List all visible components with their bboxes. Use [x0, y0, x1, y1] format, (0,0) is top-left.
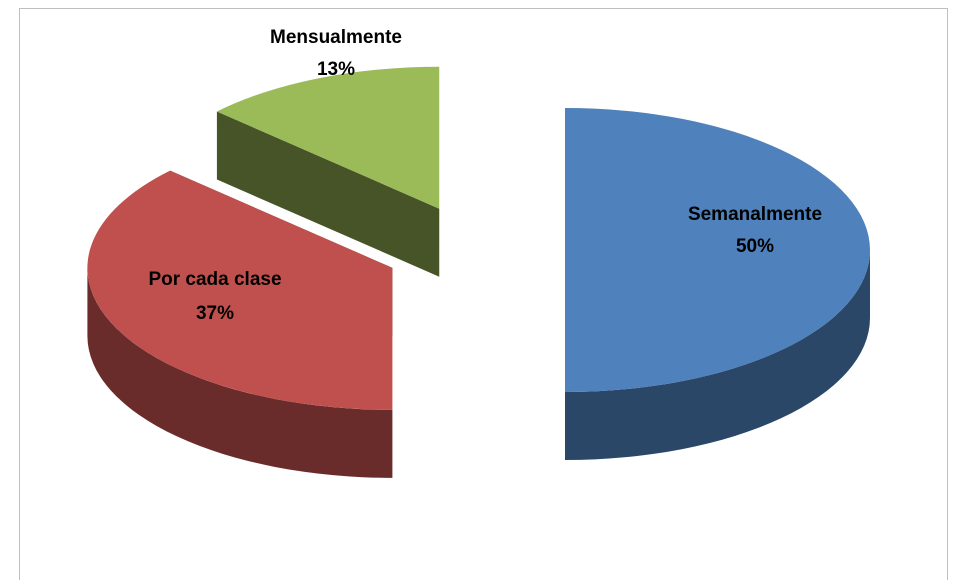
- slice: [565, 108, 870, 460]
- slice-top: [565, 108, 870, 392]
- slice-label: Por cada clase: [148, 269, 281, 290]
- labels: Semanalmente 50% Por cada clase 37% Mensualm…: [148, 27, 822, 324]
- slice-label: Mensualmente: [270, 27, 402, 48]
- slice-side: [87, 267, 393, 478]
- pie: [87, 66, 870, 478]
- slice-label: Semanalmente: [688, 204, 822, 225]
- slice-value-label: 50%: [736, 236, 774, 257]
- slice: [87, 170, 393, 478]
- slice-top: [87, 170, 393, 410]
- slice: [216, 66, 440, 277]
- slice-value-label: 13%: [317, 59, 355, 80]
- slice-side: [565, 250, 870, 460]
- slice-radial-face: [216, 111, 440, 277]
- slice-top: [216, 66, 440, 209]
- slice-value-label: 37%: [196, 303, 234, 324]
